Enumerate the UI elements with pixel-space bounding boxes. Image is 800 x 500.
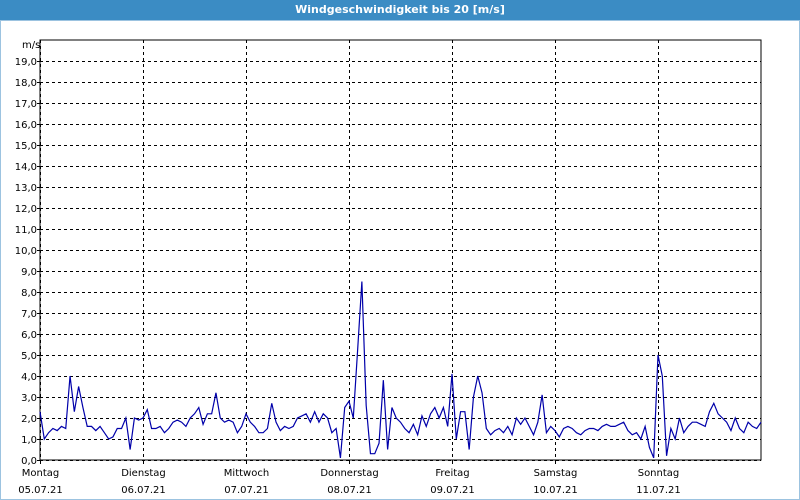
- x-tick-label: Montag: [22, 468, 59, 479]
- y-tick-label: 15,0: [15, 141, 37, 152]
- x-tick-label: Dienstag: [121, 468, 166, 479]
- y-tick-label: 4,0: [21, 372, 37, 383]
- x-tick-label: Samstag: [534, 468, 578, 479]
- y-tick-label: 8,0: [21, 288, 37, 299]
- y-tick-label: 7,0: [21, 309, 37, 320]
- y-tick-label: 10,0: [15, 246, 37, 257]
- x-tick-date: 10.07.21: [533, 485, 578, 496]
- y-tick-label: 0,0: [21, 456, 37, 467]
- y-axis-label: m/s: [22, 40, 40, 51]
- y-tick-label: 16,0: [15, 120, 37, 131]
- x-tick-date: 06.07.21: [121, 485, 166, 496]
- x-tick-date: 08.07.21: [327, 485, 372, 496]
- y-tick-label: 1,0: [21, 435, 37, 446]
- x-tick-date: 11.07.21: [636, 485, 681, 496]
- x-tick-label: Donnerstag: [320, 468, 378, 479]
- y-tick-label: 17,0: [15, 99, 37, 110]
- y-tick-label: 5,0: [21, 351, 37, 362]
- y-tick-label: 3,0: [21, 393, 37, 404]
- y-tick-label: 18,0: [15, 78, 37, 89]
- y-tick-label: 2,0: [21, 414, 37, 425]
- x-tick-date: 09.07.21: [430, 485, 475, 496]
- x-tick-label: Sonntag: [638, 468, 680, 479]
- y-tick-label: 9,0: [21, 267, 37, 278]
- x-tick-label: Freitag: [435, 468, 469, 479]
- y-tick-label: 6,0: [21, 330, 37, 341]
- x-tick-label: Mittwoch: [224, 468, 269, 479]
- x-tick-date: 07.07.21: [224, 485, 269, 496]
- title-bar: Windgeschwindigkeit bis 20 [m/s]: [0, 0, 800, 20]
- y-tick-label: 13,0: [15, 183, 37, 194]
- y-tick-label: 14,0: [15, 162, 37, 173]
- data-line: [39, 281, 762, 459]
- x-tick-date: 05.07.21: [18, 485, 63, 496]
- y-tick-label: 11,0: [15, 225, 37, 236]
- y-tick-label: 19,0: [15, 57, 37, 68]
- y-tick-label: 12,0: [15, 204, 37, 215]
